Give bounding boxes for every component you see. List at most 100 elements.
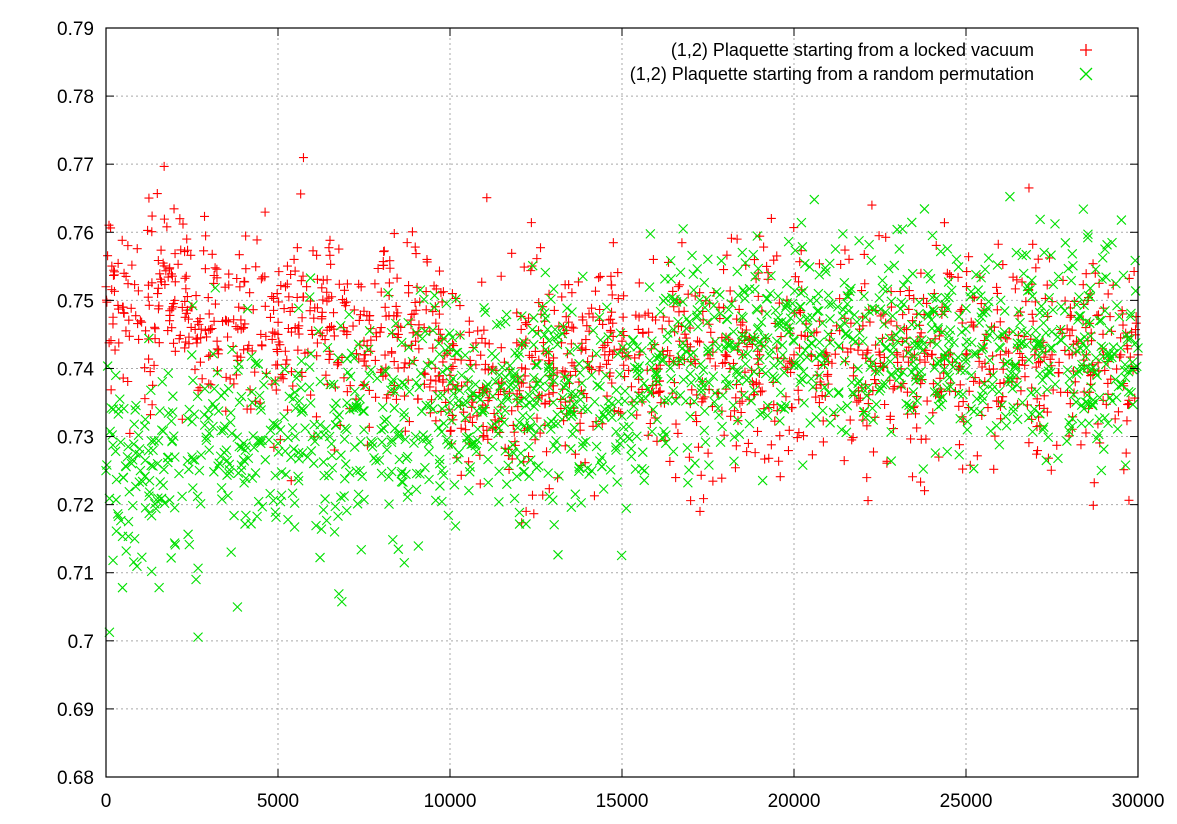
data-point bbox=[814, 337, 825, 348]
data-point bbox=[225, 407, 236, 418]
data-point bbox=[1060, 237, 1071, 248]
data-point bbox=[916, 477, 926, 487]
data-point bbox=[520, 364, 530, 374]
data-point bbox=[527, 260, 538, 271]
data-point bbox=[907, 367, 917, 378]
data-point bbox=[904, 304, 914, 314]
data-point bbox=[197, 374, 207, 384]
data-point bbox=[744, 418, 755, 429]
data-point bbox=[942, 382, 952, 393]
data-point bbox=[766, 213, 776, 223]
data-point bbox=[818, 437, 828, 447]
data-point bbox=[543, 335, 554, 346]
data-point bbox=[407, 356, 418, 367]
data-point bbox=[480, 338, 490, 348]
data-point bbox=[719, 265, 729, 275]
data-point bbox=[560, 367, 570, 377]
data-point bbox=[879, 319, 889, 330]
data-point bbox=[169, 502, 180, 513]
data-point bbox=[428, 343, 438, 353]
data-point bbox=[508, 372, 519, 383]
data-point bbox=[107, 261, 117, 271]
data-point bbox=[1050, 379, 1061, 390]
data-point bbox=[394, 454, 405, 465]
data-point bbox=[325, 235, 335, 245]
data-point bbox=[334, 244, 344, 254]
data-point bbox=[933, 401, 944, 412]
data-point bbox=[934, 356, 945, 367]
data-point bbox=[823, 290, 834, 301]
data-point bbox=[642, 365, 652, 375]
data-point bbox=[339, 373, 349, 383]
data-point bbox=[565, 404, 576, 415]
data-point bbox=[954, 440, 964, 450]
data-point bbox=[703, 343, 713, 353]
data-point bbox=[1034, 368, 1045, 379]
data-point bbox=[392, 311, 402, 321]
data-point bbox=[329, 308, 339, 318]
data-point bbox=[1047, 350, 1057, 360]
data-point bbox=[1038, 422, 1049, 433]
data-point bbox=[569, 323, 579, 333]
y-tick-label: 0.7 bbox=[68, 632, 94, 653]
data-point bbox=[110, 345, 120, 355]
data-point bbox=[527, 490, 537, 500]
data-point bbox=[605, 325, 615, 335]
data-point bbox=[152, 458, 163, 469]
data-point bbox=[1076, 418, 1087, 429]
data-point bbox=[1112, 364, 1122, 374]
data-point bbox=[226, 547, 237, 558]
data-point bbox=[248, 305, 258, 315]
data-point bbox=[393, 544, 404, 555]
data-point bbox=[881, 232, 891, 242]
data-point bbox=[942, 370, 953, 380]
data-point bbox=[352, 498, 363, 509]
data-point bbox=[1017, 326, 1027, 337]
data-point bbox=[817, 391, 827, 401]
data-point bbox=[798, 286, 809, 296]
data-point bbox=[858, 321, 868, 331]
data-point bbox=[521, 506, 531, 516]
data-point bbox=[149, 435, 160, 446]
data-point bbox=[1029, 343, 1040, 353]
data-point bbox=[701, 294, 712, 305]
data-point bbox=[451, 293, 462, 304]
data-point bbox=[1094, 278, 1104, 288]
data-point bbox=[124, 331, 134, 341]
data-point bbox=[885, 414, 895, 424]
data-point bbox=[988, 351, 998, 361]
data-point bbox=[1046, 326, 1057, 337]
data-point bbox=[948, 362, 958, 372]
data-point bbox=[862, 348, 872, 358]
data-point bbox=[109, 265, 119, 275]
data-point bbox=[668, 296, 679, 306]
data-point bbox=[384, 499, 394, 509]
data-point bbox=[212, 336, 222, 346]
data-point bbox=[886, 302, 896, 312]
data-point bbox=[312, 338, 322, 348]
data-point bbox=[781, 300, 792, 311]
data-point bbox=[700, 392, 710, 402]
data-point bbox=[586, 370, 597, 381]
data-point bbox=[1035, 339, 1046, 350]
data-point bbox=[720, 357, 730, 367]
data-point bbox=[411, 484, 422, 495]
data-point bbox=[298, 153, 308, 163]
data-point bbox=[402, 451, 413, 462]
data-point bbox=[312, 351, 322, 361]
data-point bbox=[1076, 440, 1086, 450]
data-point bbox=[1050, 218, 1060, 229]
data-point bbox=[146, 436, 157, 446]
data-point bbox=[731, 380, 741, 390]
data-point bbox=[414, 344, 424, 354]
data-point bbox=[477, 407, 488, 418]
data-point bbox=[594, 273, 604, 283]
data-point bbox=[698, 381, 709, 391]
data-point bbox=[366, 335, 376, 345]
data-point bbox=[693, 336, 703, 346]
data-point bbox=[354, 354, 364, 364]
data-point bbox=[128, 439, 139, 450]
data-point bbox=[322, 342, 333, 353]
data-point bbox=[1029, 404, 1040, 414]
data-point bbox=[795, 315, 806, 325]
